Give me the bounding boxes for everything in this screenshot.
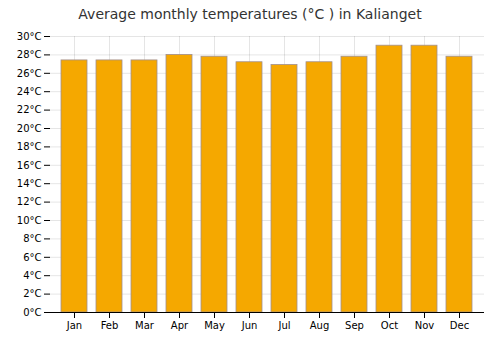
svg-text:6°C: 6°C	[23, 252, 41, 263]
svg-text:May: May	[204, 320, 225, 331]
svg-text:Feb: Feb	[101, 320, 119, 331]
svg-text:Jul: Jul	[277, 320, 290, 331]
svg-text:12°C: 12°C	[17, 196, 42, 207]
svg-text:28°C: 28°C	[17, 49, 42, 60]
svg-text:Mar: Mar	[135, 320, 155, 331]
html-text:Average monthly temperatures (: Average monthly temperatures (°C ) in Ka…	[78, 6, 422, 22]
svg-text:Apr: Apr	[171, 320, 189, 331]
svg-text:Jun: Jun	[241, 320, 258, 331]
svg-text:Nov: Nov	[415, 320, 435, 331]
svg-text:Jan: Jan	[66, 320, 82, 331]
svg-text:10°C: 10°C	[17, 215, 42, 226]
svg-text:24°C: 24°C	[17, 86, 42, 97]
svg-text:2°C: 2°C	[23, 288, 41, 299]
svg-text:18°C: 18°C	[17, 141, 42, 152]
svg-text:Dec: Dec	[450, 320, 469, 331]
svg-text:4°C: 4°C	[23, 270, 41, 281]
svg-text:26°C: 26°C	[17, 68, 42, 79]
svg-text:Aug: Aug	[310, 320, 330, 331]
svg-text:20°C: 20°C	[17, 123, 42, 134]
svg-text:Oct: Oct	[381, 320, 398, 331]
svg-text:22°C: 22°C	[17, 104, 42, 115]
svg-text:16°C: 16°C	[17, 160, 42, 171]
svg-text:8°C: 8°C	[23, 233, 41, 244]
svg-text:14°C: 14°C	[17, 178, 42, 189]
svg-text:30°C: 30°C	[17, 31, 42, 42]
svg-text:0°C: 0°C	[23, 307, 41, 318]
svg-text:Sep: Sep	[345, 320, 364, 331]
